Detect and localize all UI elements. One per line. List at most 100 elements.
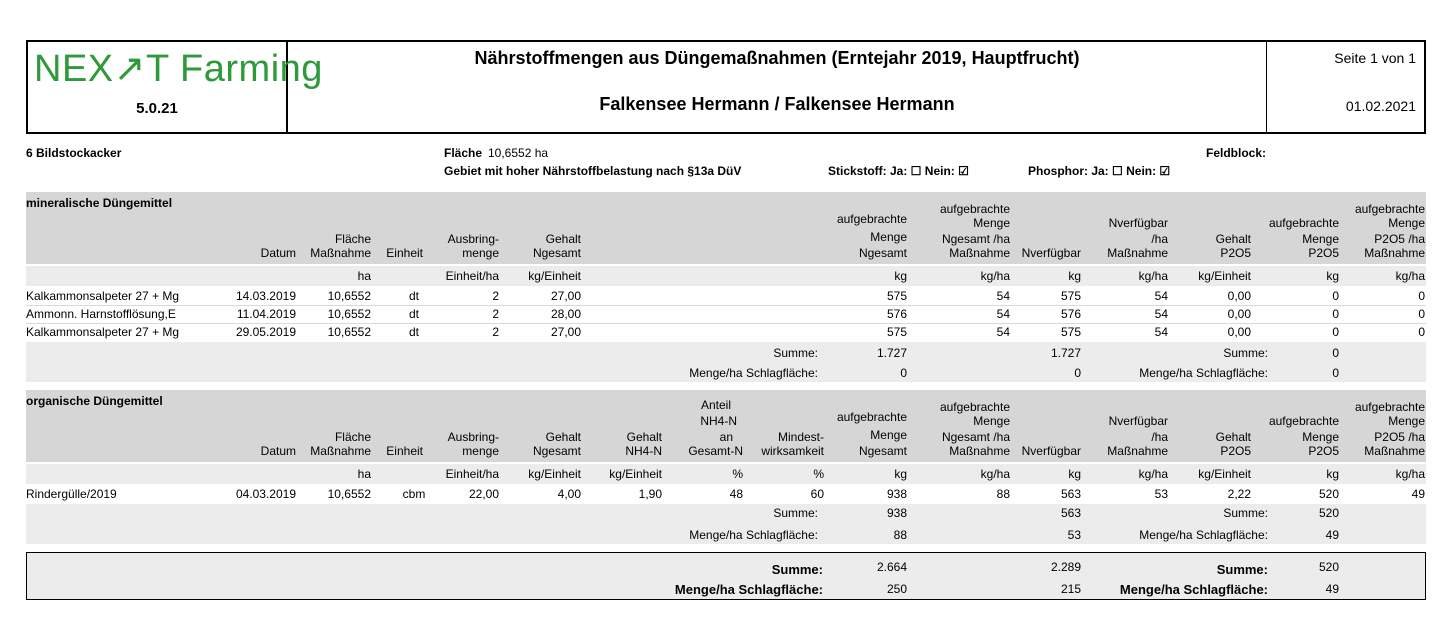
table-cell: 04.03.2019 <box>235 487 296 501</box>
col-aufg-p-2: Menge <box>1302 430 1339 444</box>
unit-cell: kg/Einheit <box>609 467 662 481</box>
col-aufg-n-2: Menge <box>870 230 907 244</box>
fertilizer-name: Kalkammonsalpeter 27 + Mg <box>26 289 180 303</box>
mineral-units-band <box>26 266 1426 286</box>
col-aufg-n-ha-1: aufgebrachte <box>939 400 1010 414</box>
table-cell: 575 <box>886 289 907 303</box>
col-gehalt-nh4-2: NH4-N <box>625 444 662 458</box>
table-cell: 1,90 <box>638 487 662 501</box>
col-aufg-n-3: Ngesamt <box>858 444 907 458</box>
mineral-section-title: mineralische Düngemittel <box>26 196 173 210</box>
total-sum-nverf: 2.289 <box>1050 560 1081 574</box>
organic-perha-n: 88 <box>893 528 907 542</box>
col-aufg-n-ha-3: Ngesamt /ha <box>941 430 1010 444</box>
total-perha-n: 250 <box>886 582 907 596</box>
unit-cell: kg/Einheit <box>1198 269 1251 283</box>
col-aufg-p-ha-3: P2O5 /ha <box>1374 430 1425 444</box>
col-nverf: Nverfügbar <box>1021 444 1081 458</box>
unit-cell: kg <box>1326 269 1339 283</box>
table-cell: 60 <box>810 487 824 501</box>
col-flaeche-1: Fläche <box>334 430 371 444</box>
col-aufg-p-ha-2: Menge <box>1388 216 1425 230</box>
feldblock-label: Feldblock: <box>1206 146 1267 160</box>
unit-value: dt <box>408 307 419 321</box>
total-sum-label: Summe: <box>771 562 823 577</box>
col-aufg-p-ha-1: aufgebrachte <box>1354 202 1425 216</box>
organic-section-title: organische Düngemittel <box>26 394 163 408</box>
mineral-sum-n: 1.727 <box>876 346 907 360</box>
unit-value: dt <box>408 289 419 303</box>
col-aufg-n-2: Menge <box>870 428 907 442</box>
unit-cell: kg/ha <box>1395 269 1425 283</box>
col-einheit: Einheit <box>386 246 423 260</box>
col-nverf-ha-1: Nverfügbar <box>1108 414 1168 428</box>
total-box <box>26 552 1426 600</box>
table-cell: 88 <box>996 487 1010 501</box>
col-mindest-1: Mindest- <box>777 430 824 444</box>
total-sum-p-label: Summe: <box>1216 562 1268 577</box>
unit-cell: kg/ha <box>1138 467 1168 481</box>
fertilizer-name: Ammonn. Harnstofflösung,E <box>26 307 176 321</box>
table-cell: 575 <box>886 325 907 339</box>
table-cell: 54 <box>1154 307 1168 321</box>
unit-cell: kg/Einheit <box>1198 467 1251 481</box>
table-cell: 14.03.2019 <box>235 289 296 303</box>
unit-cell: kg <box>1326 467 1339 481</box>
report-subtitle: Falkensee Hermann / Falkensee Hermann <box>599 94 955 114</box>
table-cell: 4,00 <box>557 487 581 501</box>
table-cell: 0 <box>1332 307 1339 321</box>
row-divider <box>26 323 1426 324</box>
col-aufg-p-1: aufgebrachte <box>1268 216 1339 230</box>
mineral-sum-band <box>26 342 1426 382</box>
col-nverf-ha-1: Nverfügbar <box>1108 216 1168 230</box>
col-flaeche-1: Fläche <box>334 232 371 246</box>
table-cell: 28,00 <box>550 307 581 321</box>
col-nverf-ha-2: /ha <box>1151 430 1168 444</box>
unit-cell: kg <box>894 269 907 283</box>
organic-sum-n: 938 <box>886 506 907 520</box>
mineral-sum-label: Summe: <box>773 346 818 360</box>
col-flaeche-2: Maßnahme <box>310 444 371 458</box>
col-anteil-3: an <box>719 430 733 444</box>
next-farming-logo: NEX↗T Farming <box>34 48 323 90</box>
col-gehalt-p-1: Gehalt <box>1215 232 1251 246</box>
col-aufg-p-3: P2O5 <box>1308 246 1339 260</box>
table-cell: 27,00 <box>550 325 581 339</box>
field-name: 6 Bildstockacker <box>26 146 122 160</box>
nitrogen-zone-flag: Stickstoff: Ja: ☐ Nein: ☑ <box>828 164 969 178</box>
unit-cell: kg/Einheit <box>528 467 581 481</box>
table-cell: 576 <box>886 307 907 321</box>
fertilizer-name: Rindergülle/2019 <box>26 487 117 501</box>
col-aufg-n-ha-4: Maßnahme <box>949 246 1010 260</box>
organic-perha-p: 49 <box>1325 528 1339 542</box>
unit-cell: kg <box>1068 269 1081 283</box>
table-cell: 2 <box>492 307 499 321</box>
mineral-sum-nverf: 1.727 <box>1050 346 1081 360</box>
phosphor-zone-flag: Phosphor: Ja: ☐ Nein: ☑ <box>1028 164 1171 178</box>
report-header: NEX↗T Farming 5.0.21 Nährstoffmengen aus… <box>26 40 1426 134</box>
table-cell: 54 <box>996 325 1010 339</box>
area-label: Fläche <box>444 146 483 160</box>
table-cell: 10,6552 <box>327 325 371 339</box>
mineral-perha-label: Menge/ha Schlagfläche: <box>689 366 818 380</box>
table-cell: 0 <box>1418 307 1425 321</box>
table-cell: 563 <box>1060 487 1081 501</box>
total-sum-n: 2.664 <box>876 560 907 574</box>
col-datum: Datum <box>260 246 296 260</box>
col-aufg-n-ha-2: Menge <box>973 414 1010 428</box>
unit-cell: % <box>813 467 824 481</box>
table-cell: 11.04.2019 <box>236 307 296 321</box>
col-aufg-n-1: aufgebrachte <box>836 212 907 226</box>
page-info: Seite 1 von 1 <box>1334 50 1416 66</box>
col-aufg-p-2: Menge <box>1302 232 1339 246</box>
table-cell: 54 <box>1154 325 1168 339</box>
col-nverf-ha-2: /ha <box>1151 232 1168 246</box>
col-einheit: Einheit <box>386 444 423 458</box>
table-cell: 0 <box>1418 325 1425 339</box>
zone-label: Gebiet mit hoher Nährstoffbelastung nach… <box>444 164 742 178</box>
col-anteil-2: NH4-N <box>700 414 737 428</box>
col-aufg-n-ha-1: aufgebrachte <box>939 202 1010 216</box>
col-aufg-p-ha-3: P2O5 /ha <box>1374 232 1425 246</box>
unit-cell: kg <box>1068 467 1081 481</box>
col-gehalt-n-2: Ngesamt <box>532 444 581 458</box>
